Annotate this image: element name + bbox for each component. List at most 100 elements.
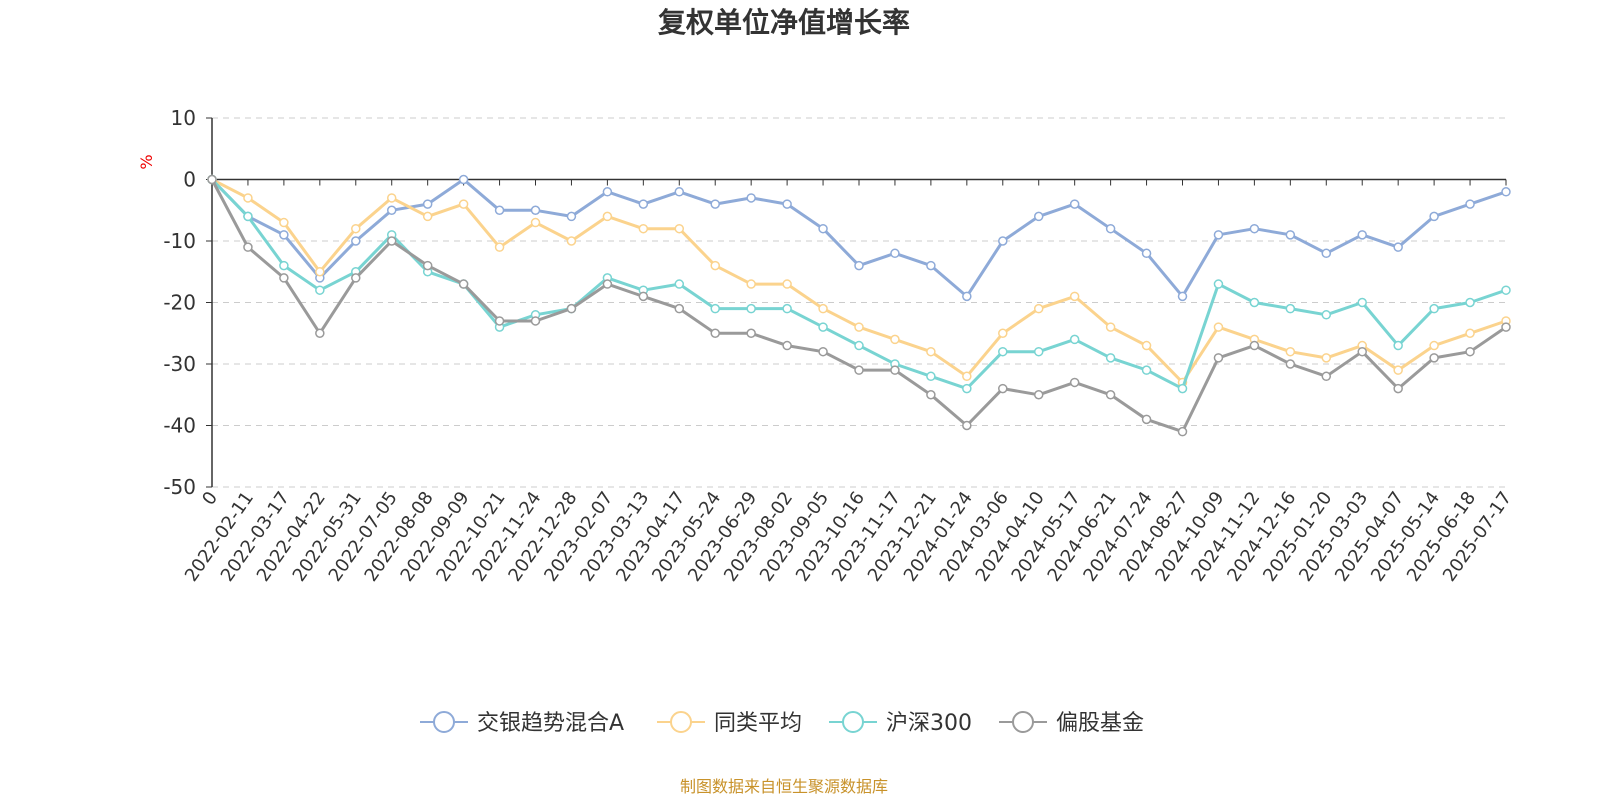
data-point-1-12 bbox=[638, 223, 649, 234]
source-note: 制图数据来自恒生聚源数据库 bbox=[680, 777, 888, 796]
data-point-2-36 bbox=[1501, 285, 1511, 295]
data-point-0-12 bbox=[638, 199, 649, 209]
y-tick-label-6: -50 bbox=[163, 475, 196, 499]
data-point-3-19 bbox=[890, 365, 900, 375]
series-lines bbox=[207, 174, 1511, 437]
data-point-1-9 bbox=[530, 217, 541, 228]
data-point-1-25 bbox=[1105, 322, 1116, 332]
y-tick-label-2: -10 bbox=[163, 229, 196, 253]
data-point-1-22 bbox=[998, 328, 1008, 338]
legend-item-0[interactable]: 交银趋势混合A bbox=[420, 711, 624, 736]
data-point-1-35 bbox=[1465, 328, 1475, 338]
data-point-3-25 bbox=[1105, 390, 1116, 400]
data-point-2-16 bbox=[782, 303, 792, 314]
data-point-1-15 bbox=[746, 279, 756, 289]
data-point-3-27 bbox=[1177, 426, 1188, 437]
data-point-3-0 bbox=[207, 174, 217, 185]
data-point-0-5 bbox=[386, 205, 397, 215]
series-3 bbox=[207, 174, 1511, 437]
series-line-1 bbox=[211, 178, 1507, 384]
data-point-2-33 bbox=[1393, 340, 1403, 351]
data-point-1-21 bbox=[962, 371, 972, 382]
data-point-0-28 bbox=[1213, 230, 1224, 240]
data-point-0-20 bbox=[926, 260, 936, 271]
data-point-3-14 bbox=[710, 328, 720, 338]
data-point-3-16 bbox=[782, 340, 792, 351]
data-point-3-1 bbox=[243, 242, 253, 252]
data-point-0-30 bbox=[1285, 230, 1296, 240]
data-point-1-34 bbox=[1429, 340, 1439, 351]
y-tick-label-5: -40 bbox=[163, 414, 196, 438]
legend-marker-0 bbox=[433, 711, 455, 733]
y-tick-label-0: 10 bbox=[171, 106, 196, 130]
series-line-3 bbox=[210, 178, 1507, 434]
y-axis-unit: % bbox=[137, 154, 156, 169]
data-point-2-3 bbox=[315, 285, 325, 295]
data-point-3-9 bbox=[530, 316, 541, 326]
data-point-0-27 bbox=[1177, 291, 1188, 302]
data-point-3-17 bbox=[818, 346, 828, 357]
data-point-1-20 bbox=[926, 346, 936, 357]
series-0 bbox=[207, 174, 1511, 302]
data-point-1-31 bbox=[1321, 353, 1332, 363]
legend-marker-2 bbox=[842, 711, 864, 733]
legend-marker-3 bbox=[1012, 711, 1034, 733]
data-point-0-15 bbox=[746, 193, 756, 203]
data-point-3-24 bbox=[1069, 377, 1080, 388]
data-point-1-1 bbox=[243, 193, 253, 203]
data-point-0-10 bbox=[566, 211, 577, 222]
data-point-3-7 bbox=[458, 279, 469, 289]
data-point-1-23 bbox=[1033, 303, 1044, 314]
data-point-0-29 bbox=[1249, 223, 1260, 234]
data-point-3-22 bbox=[998, 383, 1008, 394]
data-point-0-22 bbox=[998, 236, 1008, 246]
data-point-3-11 bbox=[602, 279, 613, 289]
data-point-1-7 bbox=[458, 199, 469, 209]
data-point-0-24 bbox=[1069, 199, 1080, 209]
data-point-3-34 bbox=[1429, 353, 1439, 363]
data-point-0-4 bbox=[351, 236, 361, 246]
data-point-3-32 bbox=[1357, 346, 1367, 357]
data-point-3-8 bbox=[494, 316, 505, 326]
series-line-0 bbox=[210, 178, 1507, 298]
data-point-0-18 bbox=[854, 260, 864, 271]
data-point-3-10 bbox=[566, 303, 577, 314]
legend-label-2: 沪深300 bbox=[886, 711, 972, 736]
data-point-1-19 bbox=[890, 334, 900, 345]
data-point-0-17 bbox=[818, 223, 828, 234]
data-point-3-21 bbox=[962, 420, 972, 431]
legend-item-1[interactable]: 同类平均 bbox=[657, 711, 802, 736]
legend-label-0: 交银趋势混合A bbox=[477, 711, 624, 736]
data-point-3-33 bbox=[1393, 383, 1403, 394]
data-point-1-14 bbox=[710, 260, 720, 271]
data-point-2-34 bbox=[1429, 303, 1439, 314]
data-point-3-18 bbox=[854, 365, 864, 375]
data-point-0-14 bbox=[710, 199, 720, 209]
data-point-0-34 bbox=[1429, 211, 1439, 222]
data-point-3-5 bbox=[386, 236, 397, 246]
data-point-0-21 bbox=[962, 291, 972, 302]
data-point-3-30 bbox=[1285, 359, 1296, 369]
data-point-3-31 bbox=[1321, 371, 1332, 382]
data-point-1-17 bbox=[818, 303, 828, 314]
legend-item-3[interactable]: 偏股基金 bbox=[999, 711, 1144, 736]
legend[interactable]: 交银趋势混合A 同类平均 沪深300 偏股基金 bbox=[420, 711, 1144, 736]
data-point-2-20 bbox=[926, 371, 936, 382]
y-tick-label-1: 0 bbox=[183, 168, 196, 192]
data-point-3-29 bbox=[1249, 340, 1260, 351]
data-point-0-2 bbox=[279, 230, 289, 240]
data-point-2-1 bbox=[243, 211, 253, 222]
data-point-2-35 bbox=[1465, 297, 1475, 308]
legend-item-2[interactable]: 沪深300 bbox=[829, 711, 972, 736]
data-point-3-6 bbox=[422, 260, 433, 271]
data-point-2-24 bbox=[1069, 334, 1080, 345]
data-point-3-12 bbox=[638, 291, 649, 302]
data-point-2-30 bbox=[1285, 303, 1296, 314]
data-point-2-15 bbox=[746, 303, 756, 314]
data-point-0-36 bbox=[1501, 187, 1511, 197]
data-point-3-15 bbox=[746, 328, 756, 338]
data-point-0-8 bbox=[494, 205, 505, 215]
data-point-0-25 bbox=[1105, 223, 1116, 234]
data-point-2-29 bbox=[1249, 297, 1260, 308]
data-point-3-35 bbox=[1465, 346, 1475, 357]
